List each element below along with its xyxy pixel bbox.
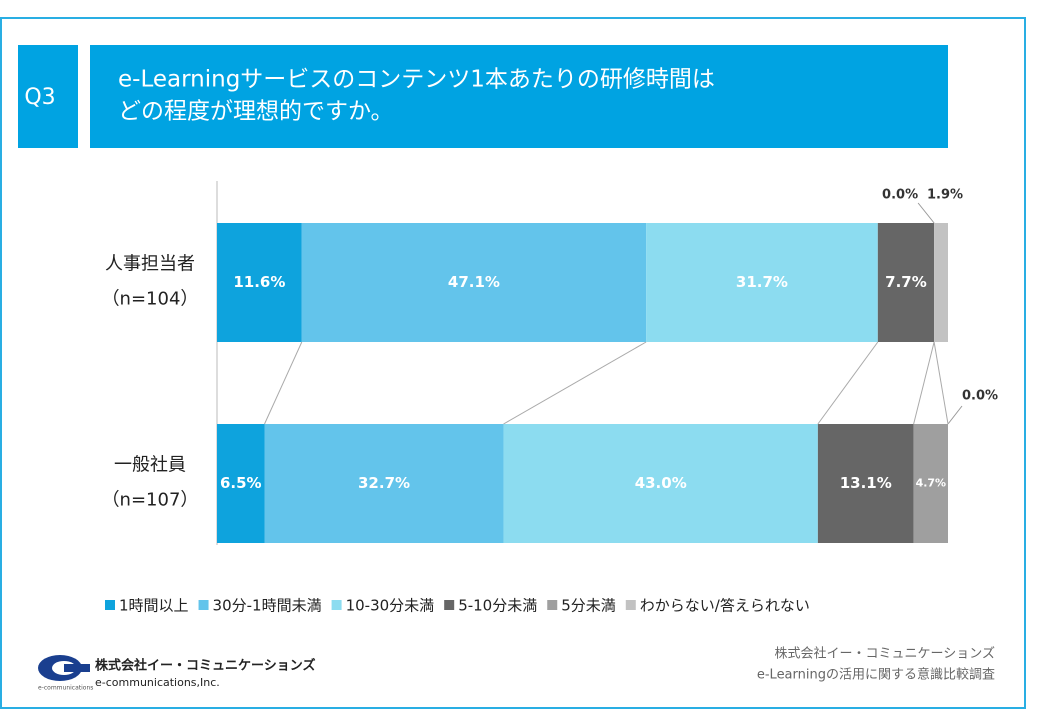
logo-mark [64, 664, 90, 672]
legend-label: 5-10分未満 [458, 597, 537, 615]
value-label: 11.6% [233, 273, 285, 291]
bar-segment [217, 424, 265, 543]
legend-swatch [105, 600, 115, 610]
bar-segment [503, 424, 818, 543]
legend-swatch [198, 600, 209, 610]
question-box [18, 45, 78, 148]
connector-line [913, 341, 935, 425]
leader-line [917, 202, 935, 224]
legend-label: わからない/答えられない [640, 597, 810, 615]
value-label: 0.0% [882, 188, 918, 203]
logo-name: 株式会社イー・コミュニケーションズ [95, 658, 315, 674]
bar-segment [264, 424, 504, 543]
value-label: 31.7% [736, 273, 788, 291]
value-label: 47.1% [448, 273, 500, 291]
value-label: 1.9% [927, 188, 963, 203]
legend-label: 30分-1時間未満 [213, 597, 322, 615]
question: Q3 [24, 85, 55, 110]
bar-segment [934, 223, 948, 342]
connector-line [817, 341, 879, 425]
title: e-Learningサービスのコンテンツ1本あたりの研修時間は [118, 67, 715, 93]
connector-line [933, 341, 949, 425]
source: 株式会社イー・コミュニケーションズ [775, 646, 995, 662]
connector-line [503, 341, 647, 425]
legend-swatch [444, 600, 455, 610]
legend-swatch [625, 600, 636, 610]
source: e-Learningの活用に関する意識比較調査 [757, 667, 995, 683]
title: どの程度が理想的ですか。 [118, 99, 394, 125]
legend-label: 10-30分未満 [346, 597, 435, 615]
value-label: 32.7% [358, 474, 410, 492]
logo-name-en: e-communications,Inc. [95, 676, 220, 689]
logo: 株式会社イー・コミュニケーションズ e-communications,Inc. … [38, 655, 315, 692]
legend-label: 5分未満 [561, 597, 616, 615]
value-label: 43.0% [635, 474, 687, 492]
bar-segment [877, 223, 935, 342]
legend-label: 1時間以上 [119, 597, 189, 615]
value-label: 13.1% [840, 474, 892, 492]
legend-swatch [331, 600, 342, 610]
value-label: 4.7% [916, 477, 947, 490]
value-label: 0.0% [962, 389, 998, 404]
category-label: 人事担当者 [105, 254, 195, 275]
title-box [90, 45, 948, 148]
bar-segment [217, 223, 302, 342]
frame [0, 17, 1026, 709]
legend-swatch [547, 600, 558, 610]
logo-tagline: e-communications [38, 685, 93, 692]
leader-line [947, 405, 963, 425]
category-note: （n=107） [102, 490, 199, 511]
category-note: （n=104） [102, 289, 199, 310]
bar-segment [646, 223, 878, 342]
bar-segment [301, 223, 647, 342]
value-label: 7.7% [885, 273, 927, 291]
value-label: 6.5% [220, 474, 262, 492]
bar-segment [817, 424, 914, 543]
bar-segment [913, 424, 948, 543]
connector-line [264, 341, 303, 425]
category-label: 一般社員 [114, 455, 186, 476]
